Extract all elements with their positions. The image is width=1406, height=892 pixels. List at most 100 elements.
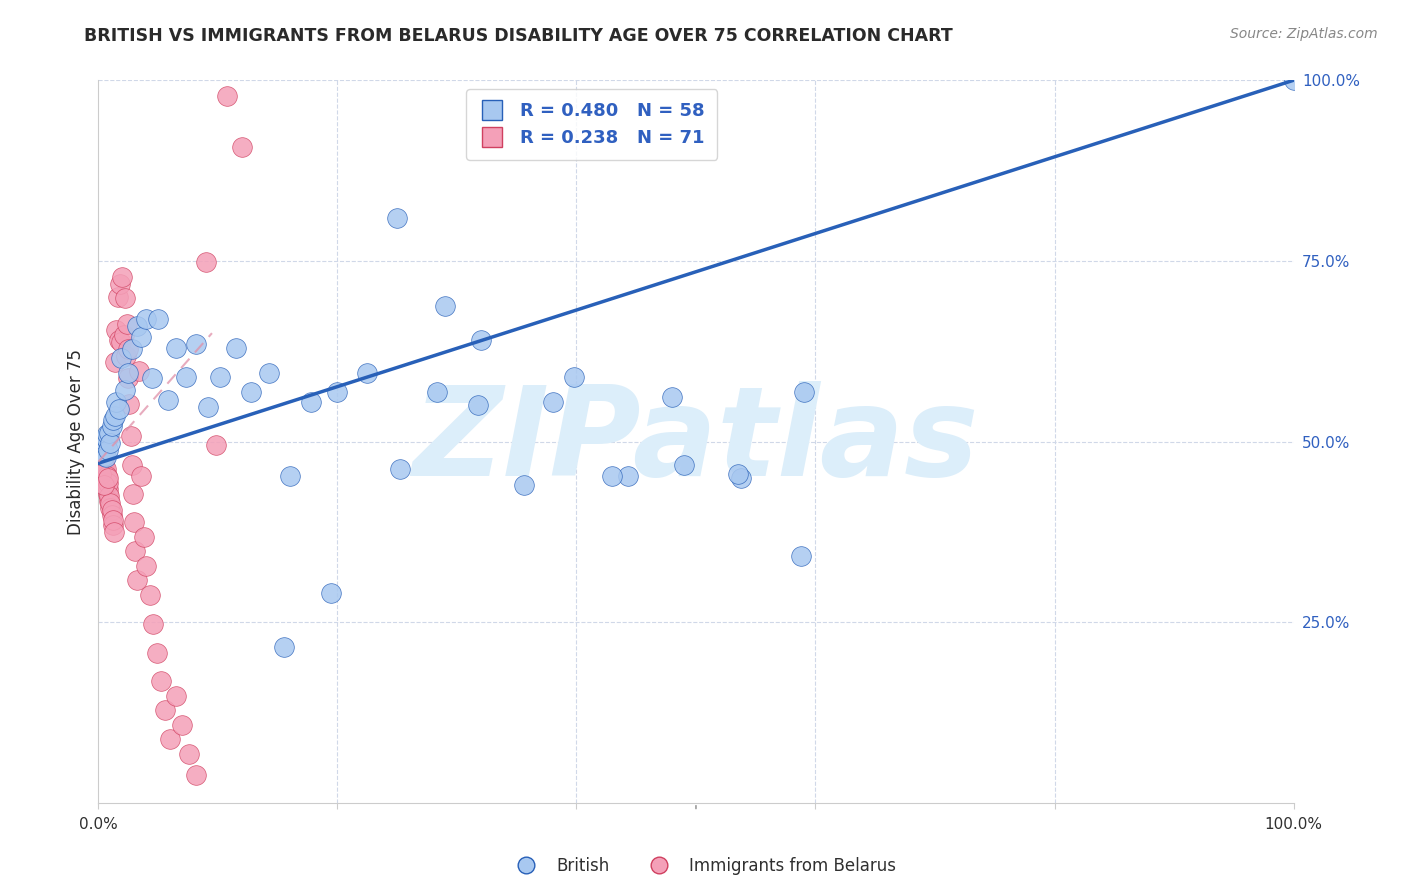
Point <box>139 588 162 602</box>
Point <box>149 674 172 689</box>
Point <box>467 398 489 412</box>
Legend: R = 0.480   N = 58, R = 0.238   N = 71: R = 0.480 N = 58, R = 0.238 N = 71 <box>465 89 717 160</box>
Point <box>98 501 122 516</box>
Point <box>96 475 118 489</box>
Point <box>105 322 128 336</box>
Point <box>197 400 219 414</box>
Point <box>115 318 138 332</box>
Point <box>114 292 136 306</box>
Point <box>385 211 409 225</box>
Point <box>110 351 132 366</box>
Point <box>107 290 129 304</box>
Point <box>94 467 117 481</box>
Point <box>96 479 118 493</box>
Point <box>730 470 752 484</box>
Point <box>105 394 128 409</box>
Point <box>94 472 117 486</box>
Point <box>125 574 148 588</box>
Point <box>135 558 157 573</box>
Point <box>790 549 813 563</box>
Point <box>107 334 129 348</box>
Point <box>132 530 155 544</box>
Point <box>112 327 135 342</box>
Point <box>156 392 179 407</box>
Point <box>174 369 197 384</box>
Point <box>673 458 696 472</box>
Point <box>101 413 124 427</box>
Point <box>204 438 226 452</box>
Point <box>617 469 640 483</box>
Point <box>273 640 295 655</box>
Point <box>98 489 121 503</box>
Point <box>97 482 120 496</box>
Point <box>91 445 114 459</box>
Point <box>259 366 281 380</box>
Point <box>141 371 163 385</box>
Point <box>96 433 118 447</box>
Point <box>91 449 114 463</box>
Point <box>326 385 349 400</box>
Point <box>195 255 218 269</box>
Point <box>91 440 114 454</box>
Point <box>97 443 120 458</box>
Point <box>321 586 343 600</box>
Point <box>121 342 143 356</box>
Point <box>142 616 165 631</box>
Text: Source: ZipAtlas.com: Source: ZipAtlas.com <box>1230 27 1378 41</box>
Point <box>91 450 114 465</box>
Point <box>104 409 127 424</box>
Point <box>155 703 177 717</box>
Point <box>90 438 112 452</box>
Point <box>1282 73 1305 87</box>
Point <box>93 438 115 452</box>
Point <box>131 469 153 483</box>
Point <box>179 747 201 761</box>
Point <box>602 469 624 483</box>
Point <box>110 334 132 349</box>
Point <box>100 508 122 523</box>
Point <box>240 385 263 400</box>
Point <box>165 341 187 355</box>
Point <box>114 383 136 397</box>
Point <box>98 493 121 508</box>
Point <box>146 646 169 660</box>
Text: ZIPatlas: ZIPatlas <box>413 381 979 502</box>
Point <box>159 732 181 747</box>
Point <box>101 512 124 526</box>
Point <box>186 768 208 782</box>
Point <box>93 455 115 469</box>
Point <box>96 469 118 483</box>
Point <box>94 450 117 465</box>
Point <box>100 418 122 433</box>
Point <box>727 467 749 481</box>
Point <box>91 443 114 458</box>
Point <box>186 337 208 351</box>
Point <box>124 516 146 530</box>
Point <box>426 385 449 400</box>
Point <box>209 369 232 384</box>
Point <box>278 469 301 483</box>
Point <box>91 452 114 467</box>
Text: BRITISH VS IMMIGRANTS FROM BELARUS DISABILITY AGE OVER 75 CORRELATION CHART: BRITISH VS IMMIGRANTS FROM BELARUS DISAB… <box>84 27 953 45</box>
Point <box>91 442 114 456</box>
Point <box>513 478 536 492</box>
Point <box>98 496 122 510</box>
Point <box>97 476 120 491</box>
Point <box>165 689 187 703</box>
Point <box>97 470 120 484</box>
Point <box>135 311 157 326</box>
Point <box>100 503 122 517</box>
Point <box>98 436 122 450</box>
Point <box>124 544 146 558</box>
Point <box>91 458 114 472</box>
Point <box>90 442 112 456</box>
Legend: British, Immigrants from Belarus: British, Immigrants from Belarus <box>503 851 903 882</box>
Point <box>128 364 150 378</box>
Point <box>108 277 131 291</box>
Point <box>388 462 411 476</box>
Point <box>131 330 153 344</box>
Point <box>93 459 115 474</box>
Point <box>98 425 121 440</box>
Point <box>94 462 117 476</box>
Point <box>103 524 125 539</box>
